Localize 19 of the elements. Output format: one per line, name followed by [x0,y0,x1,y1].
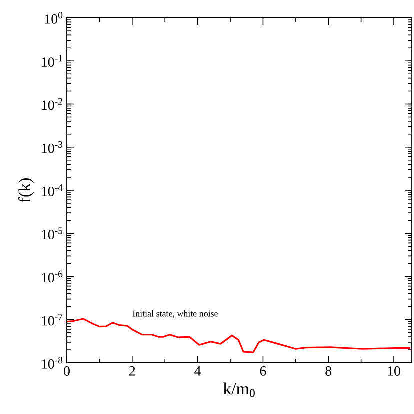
y-tick-label: 10$^{-7}$ [42,314,63,326]
y-tick-label: 10$^{0}$ [45,12,63,24]
y-tick-label: 10$^{-4}$ [42,184,63,196]
x-tick-label: 4 [194,366,202,376]
annotation: Initial state, white noise [132,310,218,318]
x-tick-label: 6 [260,366,266,376]
line-series [67,318,412,354]
x-tick-label: 2 [130,366,136,376]
y-tick-label: 10$^{-8}$ [42,357,63,369]
y-tick-label: 10$^{-2}$ [42,98,62,110]
y-tick-label: 10$^{-1}$ [42,55,62,68]
x-axis-title: k/m$_{0}$ [223,382,255,398]
y-tick-label: 10$^{-5}$ [42,228,63,240]
y-tick-label: 10$^{-6}$ [42,270,63,283]
y-axis-title: f(k) [18,178,34,203]
y-tick-label: 10$^{-3}$ [42,141,63,154]
x-tick-label: 0 [64,366,70,376]
x-tick-label: 8 [326,366,332,376]
x-tick-label: 10 [388,366,400,376]
